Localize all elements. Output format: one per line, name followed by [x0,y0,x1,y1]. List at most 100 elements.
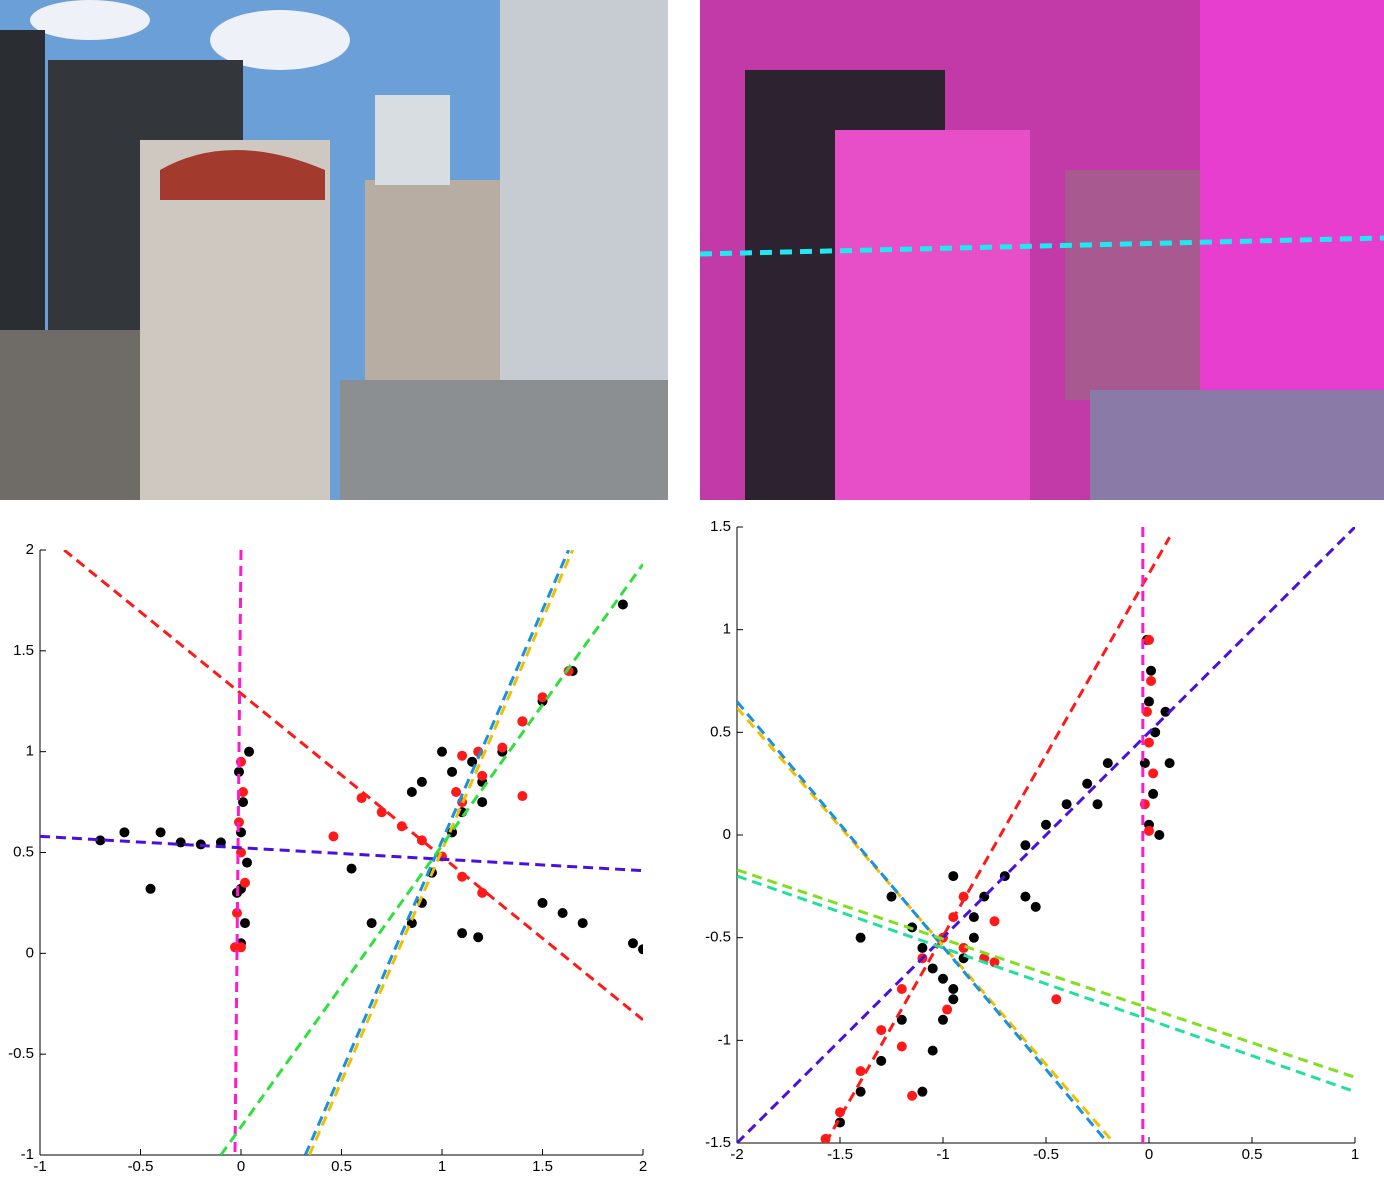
x-tick-label: 0.5 [1242,1146,1263,1163]
x-tick-label: -1.5 [827,1146,853,1163]
point [240,918,250,928]
point [1154,830,1164,840]
y-tick-label: -1 [718,1031,731,1048]
dashed-line [737,876,1355,1092]
point [948,984,958,994]
point [538,692,548,702]
point [897,984,907,994]
point [928,1046,938,1056]
x-tick-label: 1 [438,1158,446,1175]
point [1148,768,1158,778]
y-tick-label: -1 [21,1146,34,1163]
point [517,716,527,726]
point [477,797,487,807]
point [1041,820,1051,830]
point [1062,799,1072,809]
point [242,858,252,868]
y-tick-label: 2 [26,541,34,558]
point [457,751,467,761]
y-tick-label: 1.5 [710,518,731,535]
point [1165,758,1175,768]
photo-processed [700,0,1384,500]
point [407,787,417,797]
point [938,1015,948,1025]
point [969,912,979,922]
point [119,827,129,837]
point [990,916,1000,926]
point [1144,697,1154,707]
y-tick-label: -0.5 [8,1045,34,1062]
point [907,1091,917,1101]
scatter-plot: -1-0.500.511.52-1-0.500.511.52 [8,541,648,1175]
dashed-line [40,836,643,870]
y-tick-label: 1.5 [13,642,34,659]
point [959,953,969,963]
point [948,871,958,881]
point [477,771,487,781]
point [628,938,638,948]
point [942,1005,952,1015]
x-tick-label: 1.5 [532,1158,553,1175]
point [328,831,338,841]
point [417,777,427,787]
x-tick-label: 1 [1351,1146,1359,1163]
dashed-line [64,550,643,1020]
point [1148,789,1158,799]
point [367,918,377,928]
point [938,974,948,984]
point [856,933,866,943]
x-tick-label: 0.5 [331,1158,352,1175]
point [618,599,628,609]
page: -1-0.500.511.52-1-0.500.511.52-2-1.5-1-0… [0,0,1384,1180]
dashed-line [737,870,1355,1077]
point [437,747,447,757]
point [856,1087,866,1097]
point [917,943,927,953]
point [1146,666,1156,676]
dashed-line [737,702,1108,1143]
point [538,898,548,908]
point [156,827,166,837]
point [497,743,507,753]
point [558,908,568,918]
x-tick-label: -2 [730,1146,743,1163]
y-tick-label: 1 [723,621,731,638]
x-tick-label: 2 [639,1158,647,1175]
point [457,928,467,938]
point [451,787,461,797]
point [887,892,897,902]
x-tick-label: -0.5 [1033,1146,1059,1163]
point [473,932,483,942]
point [1020,892,1030,902]
point [240,878,250,888]
y-tick-label: 0 [26,944,34,961]
y-tick-label: 1 [26,743,34,760]
point [146,884,156,894]
point [447,767,457,777]
point [948,994,958,1004]
y-tick-label: -1.5 [705,1134,731,1151]
point [1150,727,1160,737]
x-tick-label: -0.5 [128,1158,154,1175]
dashed-line [737,527,1355,1143]
point [1146,676,1156,686]
point [1020,840,1030,850]
y-tick-label: 0.5 [710,723,731,740]
x-tick-label: -1 [33,1158,46,1175]
y-tick-label: -0.5 [705,929,731,946]
plot-area [737,527,1355,1144]
point [1144,826,1154,836]
point [1144,635,1154,645]
point [244,747,254,757]
x-tick-label: -1 [936,1146,949,1163]
point [638,944,648,954]
point [928,963,938,973]
point [856,1066,866,1076]
y-tick-label: 0.5 [13,843,34,860]
point [917,1087,927,1097]
point [1082,779,1092,789]
point [1031,902,1041,912]
x-tick-label: 0 [1145,1146,1153,1163]
point [1103,758,1113,768]
